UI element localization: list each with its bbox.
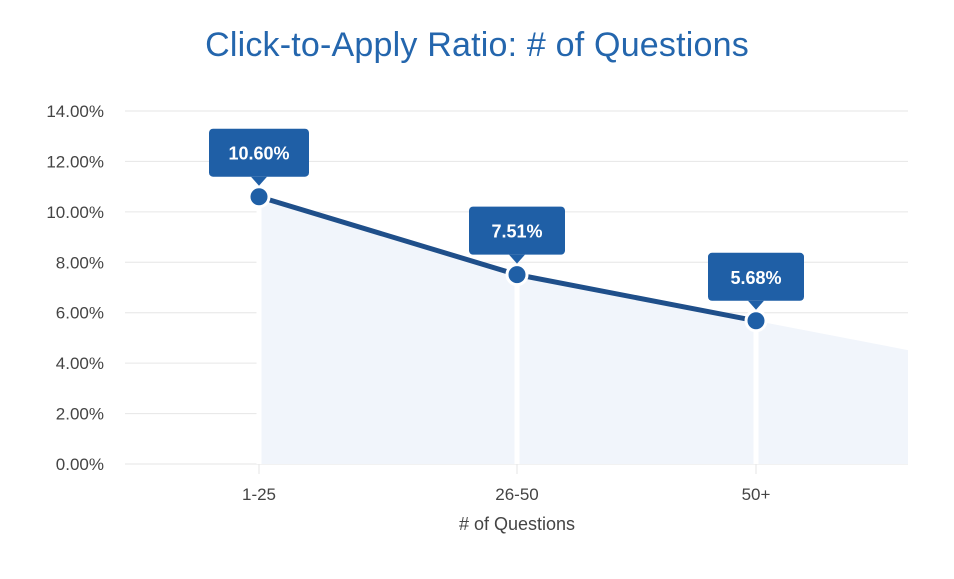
chart-title: Click-to-Apply Ratio: # of Questions <box>205 26 749 64</box>
y-tick-label: 12.00% <box>46 152 104 171</box>
drop-lines-layer <box>256 196 759 464</box>
data-label-box <box>708 252 804 301</box>
y-tick-label: 14.00% <box>46 102 104 121</box>
data-label-pointer <box>509 254 525 264</box>
y-tick-label: 8.00% <box>56 253 104 272</box>
data-label-callout: 10.60% <box>209 128 309 186</box>
data-label-callout: 7.51% <box>469 206 565 264</box>
data-label-box <box>209 128 309 177</box>
x-tick-label: 26-50 <box>495 485 538 504</box>
data-label-pointer <box>251 176 267 186</box>
data-label: 7.51% <box>491 222 542 242</box>
data-label: 5.68% <box>730 268 781 288</box>
marker-layer <box>247 185 768 333</box>
data-label-box <box>469 206 565 255</box>
axis-layer: 0.00% 2.00% 4.00% 6.00% 8.00% 10.00% 12.00% 14.… <box>46 102 770 534</box>
data-point <box>247 185 271 209</box>
data-label-pointer <box>748 300 764 310</box>
y-tick-label: 10.00% <box>46 203 104 222</box>
data-label: 10.60% <box>228 144 289 164</box>
y-tick-label: 6.00% <box>56 304 104 323</box>
area-layer <box>259 196 908 464</box>
data-label-layer: 10.60% 7.51% 5.68% <box>209 128 804 310</box>
y-tick-label: 0.00% <box>56 455 104 474</box>
x-axis-title: # of Questions <box>459 514 575 534</box>
data-point <box>505 263 529 287</box>
data-label-callout: 5.68% <box>708 252 804 310</box>
area-fill <box>259 196 908 464</box>
y-tick-label: 4.00% <box>56 354 104 373</box>
x-tick-label: 1-25 <box>242 485 276 504</box>
y-tick-label: 2.00% <box>56 405 104 424</box>
data-point <box>744 309 768 333</box>
x-tick-label: 50+ <box>742 485 771 504</box>
